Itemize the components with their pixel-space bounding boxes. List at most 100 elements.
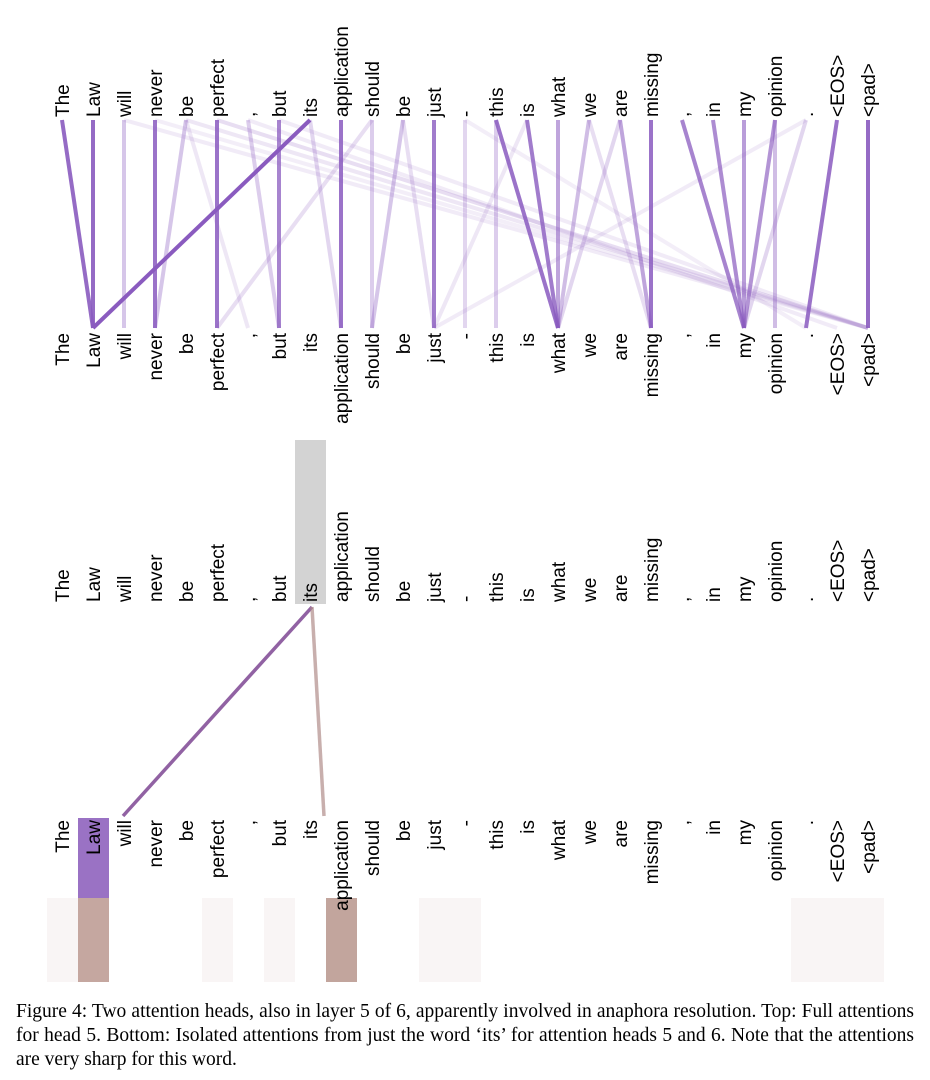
bottom-target-token-4: be xyxy=(177,820,198,841)
top-source-token-8: its xyxy=(301,98,322,117)
bottom-source-tokens: The Law will never be perfect, but its applicati… xyxy=(53,511,880,603)
top-target-token-17: we xyxy=(580,333,601,358)
attention-link-35 xyxy=(680,119,746,329)
bottom-target-token-24: . xyxy=(797,820,818,825)
top-target-token-21: in xyxy=(704,333,725,348)
bottom-target-token-20: , xyxy=(673,820,694,825)
head6-attention-block-application xyxy=(326,898,357,982)
attention-link-14 xyxy=(278,118,869,330)
bottom-source-token-19: missing xyxy=(642,538,663,602)
top-target-token-19: missing xyxy=(642,333,663,397)
top-source-token-22: my xyxy=(735,91,756,117)
bottom-source-token-5: perfect xyxy=(208,543,229,602)
bottom-target-token-18: are xyxy=(611,820,632,847)
bottom-source-token-7: but xyxy=(270,575,291,602)
attention-link-21 xyxy=(401,119,436,329)
top-target-token-7: but xyxy=(270,332,291,359)
top-target-token-8: its xyxy=(301,333,322,352)
faint-tile-4 xyxy=(450,898,481,982)
full-attention-links xyxy=(60,118,870,330)
attention-link-0 xyxy=(60,119,95,329)
head5-attention-block xyxy=(78,818,109,898)
isolated-link-head-5 xyxy=(121,605,314,818)
top-source-token-26: <pad> xyxy=(859,63,880,117)
attention-link-42 xyxy=(804,119,839,329)
faint-tile-1 xyxy=(202,898,233,982)
top-target-token-18: are xyxy=(611,333,632,360)
attention-link-27 xyxy=(525,119,560,329)
top-source-token-12: just xyxy=(425,87,446,118)
top-source-token-25: <EOS> xyxy=(828,55,849,117)
bottom-target-token-0: The xyxy=(53,820,74,853)
attention-link-31 xyxy=(587,119,653,329)
bottom-source-token-10: should xyxy=(363,546,384,602)
bottom-source-token-24: . xyxy=(797,597,818,602)
top-target-token-22: my xyxy=(735,333,756,359)
top-source-token-14: this xyxy=(487,87,508,117)
top-target-token-24: . xyxy=(797,333,818,338)
top-target-token-1: Law xyxy=(84,333,105,368)
bottom-target-token-17: we xyxy=(580,820,601,845)
bottom-target-token-15: is xyxy=(518,820,539,834)
top-target-token-25: <EOS> xyxy=(828,333,849,395)
bottom-source-token-25: <EOS> xyxy=(828,540,849,602)
isolated-link-head-6 xyxy=(310,606,326,817)
top-target-token-20: , xyxy=(673,333,694,338)
attention-link-19 xyxy=(215,118,374,330)
attention-link-40 xyxy=(742,119,808,329)
bottom-target-token-7: but xyxy=(270,819,291,846)
attention-figure: The Law will never be perfect, but its applicati… xyxy=(47,26,884,982)
attention-link-6 xyxy=(153,119,188,329)
attention-link-33 xyxy=(556,119,622,329)
attention-link-20 xyxy=(370,119,405,329)
bottom-target-token-22: my xyxy=(735,820,756,846)
top-source-token-16: what xyxy=(549,76,570,118)
top-source-token-24: . xyxy=(797,112,818,117)
bottom-target-token-16: what xyxy=(549,819,570,861)
top-source-token-0: The xyxy=(53,84,74,117)
top-target-token-15: is xyxy=(518,333,539,347)
isolated-attention-blocks xyxy=(47,440,884,982)
top-target-token-11: be xyxy=(394,333,415,354)
bottom-source-token-23: opinion xyxy=(766,541,787,602)
bottom-source-token-20: , xyxy=(673,597,694,602)
attention-link-38 xyxy=(742,119,777,329)
top-target-token-10: should xyxy=(363,333,384,389)
head6-attention-block-law xyxy=(78,898,109,982)
top-source-token-2: will xyxy=(115,91,136,118)
top-target-token-6: , xyxy=(239,333,260,338)
query-token-highlight xyxy=(295,440,326,604)
attention-link-28 xyxy=(432,119,529,329)
top-target-token-3: never xyxy=(146,332,167,380)
bottom-source-token-16: what xyxy=(549,561,570,603)
top-target-token-26: <pad> xyxy=(859,333,880,387)
top-target-token-2: will xyxy=(115,333,136,360)
attention-link-16 xyxy=(308,119,343,329)
attention-link-30 xyxy=(556,119,591,329)
attention-link-11 xyxy=(246,119,281,329)
bottom-target-token-6: , xyxy=(239,820,260,825)
top-target-tokens: The Law will never be perfect, but its applicati… xyxy=(53,332,880,424)
top-target-token-12: just xyxy=(425,332,446,363)
bottom-source-token-21: in xyxy=(704,587,725,602)
bottom-source-token-6: , xyxy=(239,597,260,602)
top-source-token-18: are xyxy=(611,90,632,117)
top-source-token-19: missing xyxy=(642,53,663,117)
top-source-token-7: but xyxy=(270,90,291,117)
bottom-source-token-2: will xyxy=(115,576,136,603)
bottom-source-token-3: never xyxy=(146,554,167,602)
top-source-token-9: application xyxy=(332,26,353,117)
top-target-token-16: what xyxy=(549,332,570,374)
bottom-source-token-22: my xyxy=(735,576,756,602)
top-source-token-3: never xyxy=(146,69,167,117)
bottom-source-token-4: be xyxy=(177,581,198,602)
bottom-source-token-9: application xyxy=(332,511,353,602)
top-source-tokens: The Law will never be perfect, but its applicati… xyxy=(53,26,880,118)
top-source-token-15: is xyxy=(518,103,539,117)
attention-link-41 xyxy=(433,118,807,330)
faint-tile-7 xyxy=(853,898,884,982)
bottom-source-token-8: its xyxy=(301,583,322,602)
top-target-token-0: The xyxy=(53,333,74,366)
faint-tile-5 xyxy=(791,898,822,982)
bottom-target-token-1: Law xyxy=(84,820,105,855)
